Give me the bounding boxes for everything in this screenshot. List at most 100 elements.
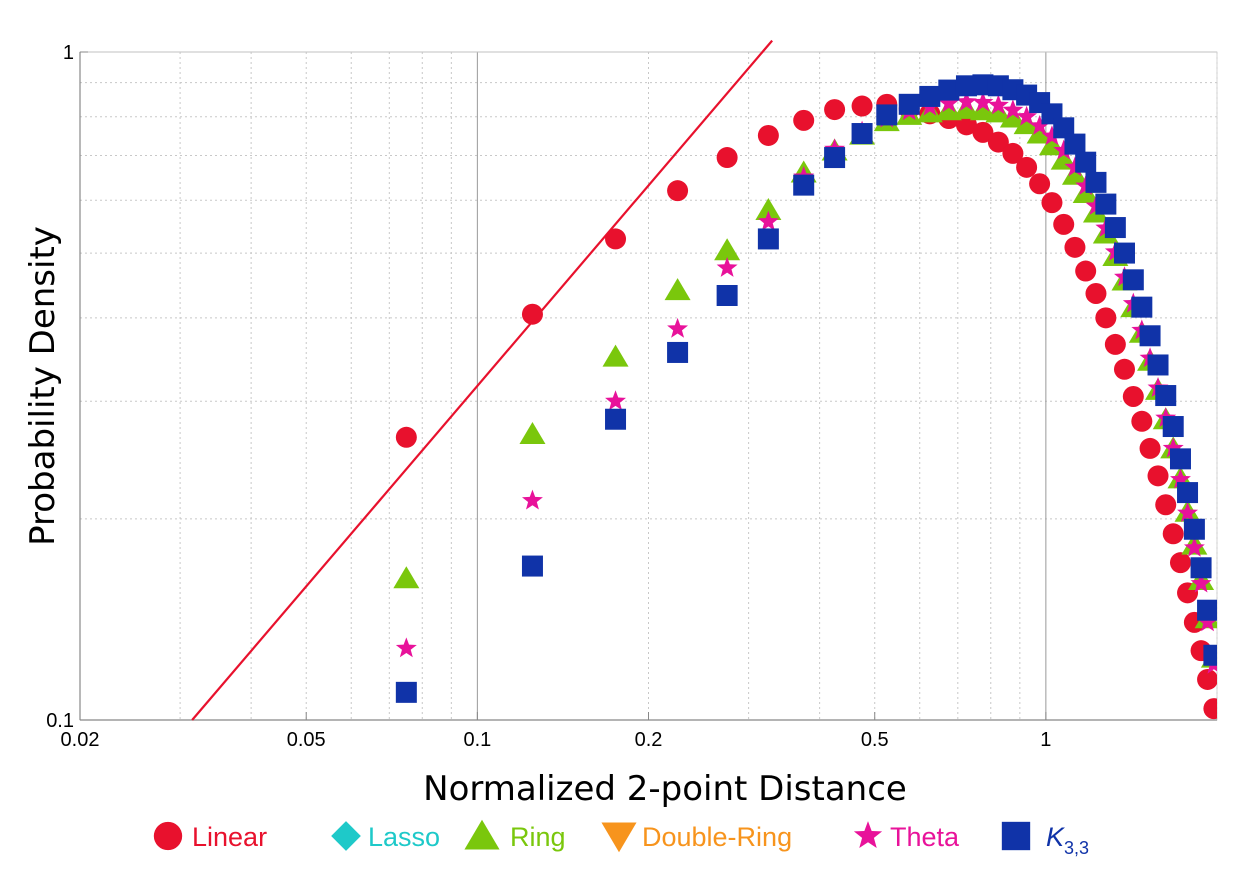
marker-k3-3 — [955, 75, 977, 97]
legend-label-ring: Ring — [510, 822, 566, 852]
marker-k3-3 — [716, 284, 738, 306]
marker-k3-3 — [1155, 385, 1177, 407]
legend: Linear Lasso Ring Double-Ring Theta K3,3 — [153, 819, 1089, 858]
marker-linear — [1085, 282, 1107, 304]
marker-theta — [1016, 105, 1038, 126]
marker-k3-3 — [876, 104, 898, 126]
marker-k3-3 — [1162, 416, 1184, 438]
marker-theta — [1162, 437, 1184, 458]
marker-k3-3 — [1064, 133, 1086, 155]
marker-theta — [972, 91, 994, 112]
marker-ring — [602, 344, 629, 367]
marker-theta — [522, 489, 543, 510]
marker-ring — [935, 98, 962, 121]
marker-theta — [395, 637, 417, 658]
marker-k3-3 — [1203, 644, 1217, 666]
marker-ring — [714, 238, 741, 261]
marker-theta — [1029, 114, 1051, 135]
marker-ring — [519, 422, 546, 445]
marker-linear — [1075, 260, 1097, 282]
marker-linear — [716, 147, 738, 169]
x-tick-label: 0.2 — [635, 729, 663, 751]
marker-linear — [1104, 333, 1126, 355]
marker-linear — [1002, 142, 1024, 164]
marker-linear — [1095, 307, 1117, 329]
x-axis-title: Normalized 2-point Distance — [423, 769, 907, 809]
marker-theta — [667, 317, 689, 338]
marker-linear — [521, 303, 543, 325]
marker-k3-3 — [1190, 557, 1212, 579]
marker-k3-3 — [1104, 217, 1126, 239]
marker-theta — [1183, 536, 1205, 557]
marker-theta — [987, 94, 1009, 115]
legend-label-double-ring: Double-Ring — [642, 822, 792, 852]
marker-k3-3 — [395, 681, 417, 703]
y-tick-label: 1 — [63, 42, 74, 64]
legend-marker-ring — [464, 819, 500, 850]
marker-theta — [1041, 125, 1063, 146]
marker-ring — [969, 98, 996, 121]
marker-k3-3 — [919, 85, 941, 107]
data-markers-clipped — [393, 74, 1217, 720]
marker-linear — [1169, 552, 1191, 574]
marker-linear — [1041, 192, 1063, 214]
x-tick-label: 1 — [1040, 729, 1051, 751]
marker-ring — [916, 100, 943, 123]
marker-ring — [985, 100, 1012, 123]
marker-ring — [953, 96, 980, 119]
marker-linear — [1203, 698, 1217, 720]
marker-theta — [1170, 468, 1191, 489]
marker-linear — [395, 426, 417, 448]
marker-k3-3 — [793, 174, 815, 196]
marker-linear — [1139, 437, 1161, 459]
marker-linear — [1147, 465, 1169, 487]
legend-label-main: K — [1046, 822, 1065, 852]
data-markers — [393, 74, 1217, 720]
y-tick-label: 0.1 — [46, 710, 74, 732]
marker-linear — [1197, 668, 1217, 690]
marker-k3-3 — [757, 228, 779, 250]
marker-linear — [757, 124, 779, 146]
x-tick-label: 0.05 — [287, 729, 326, 751]
marker-k3-3 — [521, 555, 543, 577]
marker-linear — [1053, 213, 1075, 235]
marker-linear — [1131, 410, 1153, 432]
marker-theta — [1053, 139, 1075, 160]
marker-k3-3 — [1169, 448, 1191, 470]
legend-marker-lasso — [331, 821, 361, 851]
marker-k3-3 — [1197, 599, 1217, 621]
marker-linear — [1155, 494, 1177, 516]
marker-k3-3 — [851, 123, 873, 145]
legend-label-k3-3: K3,3 — [1046, 822, 1089, 858]
legend-label-linear: Linear — [192, 822, 267, 852]
marker-linear — [667, 180, 689, 202]
marker-linear — [605, 228, 627, 250]
marker-k3-3 — [1122, 269, 1144, 291]
marker-k3-3 — [938, 79, 960, 101]
marker-ring — [664, 278, 691, 301]
marker-linear — [824, 99, 846, 121]
marker-linear — [1113, 358, 1135, 380]
marker-theta — [1197, 611, 1217, 632]
reference-line — [191, 39, 773, 721]
marker-ring — [755, 198, 782, 221]
marker-k3-3 — [1053, 117, 1075, 139]
marker-theta — [1002, 99, 1024, 120]
marker-k3-3 — [605, 408, 627, 430]
marker-theta — [757, 210, 779, 231]
marker-k3-3 — [1075, 151, 1097, 173]
marker-theta — [938, 92, 960, 113]
marker-k3-3 — [1113, 242, 1135, 264]
tick-labels: 0.02 0.05 0.1 0.2 0.5 1 0.1 1 — [46, 42, 1051, 751]
marker-linear — [851, 95, 873, 117]
legend-label-theta: Theta — [890, 822, 960, 852]
marker-k3-3 — [1085, 171, 1107, 193]
marker-ring — [1061, 162, 1088, 185]
marker-k3-3 — [1139, 325, 1161, 347]
legend-label-subscript: 3,3 — [1064, 838, 1089, 858]
marker-theta — [716, 256, 738, 277]
marker-k3-3 — [1147, 354, 1169, 376]
marker-linear — [1029, 173, 1051, 195]
marker-theta — [1177, 502, 1198, 523]
